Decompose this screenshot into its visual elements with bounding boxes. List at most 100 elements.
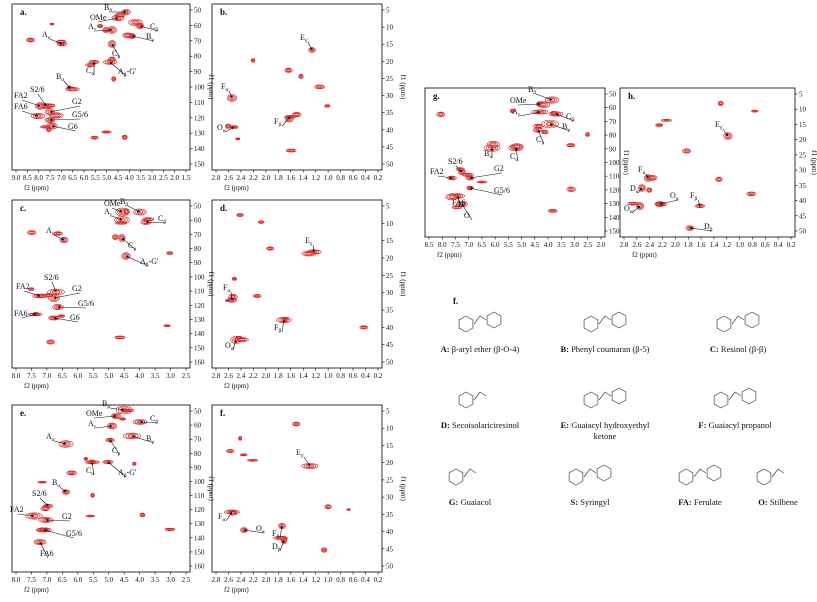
peak-label-sub: α [676, 196, 679, 202]
y-axis-label: f1 (ppm) [399, 272, 407, 297]
peak-label: Fβ [274, 323, 281, 334]
y-tick-label: 70 [194, 436, 202, 444]
peak-label: Fβ [690, 191, 697, 202]
contour [235, 336, 243, 340]
contour [29, 288, 33, 291]
x-tick-label: 3.0 [570, 241, 579, 249]
panel-label: f. [220, 408, 225, 418]
peak-label: Oα' [225, 341, 235, 352]
contour [299, 75, 303, 78]
structure-ring [741, 387, 757, 405]
y-tick-label: 20 [386, 58, 394, 66]
y-tick-label: 5 [386, 408, 390, 416]
peak-label-sub: γ [309, 241, 313, 247]
x-tick-label: 5.0 [104, 576, 113, 584]
contour [46, 339, 55, 345]
x-tick-label: 1.8 [274, 576, 283, 584]
structure-caption: C: Resinol (β-β) [710, 344, 767, 354]
peak-label: Aβ-G' [140, 257, 159, 268]
panel-label: e. [20, 408, 26, 418]
arrow [17, 513, 35, 518]
y-tick-label: 120 [194, 506, 205, 514]
structure-caption: D: Secoisolariciresinol [441, 420, 520, 430]
arrow [63, 80, 71, 89]
contour [646, 187, 653, 193]
structure-name: β-aryl ether (β-O-4) [452, 344, 520, 354]
contour [27, 513, 41, 519]
contour [226, 124, 230, 128]
peak-label: Cα [86, 466, 94, 477]
contour [451, 205, 463, 210]
x-tick-label: 4.5 [114, 174, 123, 182]
contour [541, 119, 559, 129]
x-axis-label: f2 (ppm) [224, 382, 249, 390]
y-tick-label: 20 [386, 255, 394, 263]
peak-label: Eγ [305, 236, 313, 247]
x-tick-label: 7.0 [464, 241, 473, 249]
contour [88, 515, 93, 517]
y-tick-label: 60 [194, 217, 202, 225]
y-axis-label: f1 (ppm) [810, 150, 817, 175]
peak-label-main: G5/6 [72, 110, 88, 119]
arrow [232, 339, 237, 351]
x-tick-label: 6.0 [73, 372, 82, 380]
structure-key: O: [758, 497, 768, 507]
contour [568, 187, 574, 191]
y-axis-label: f1 (ppm) [207, 272, 215, 297]
peak-label: Oα' [217, 123, 227, 134]
plot-frame [211, 3, 383, 171]
arrow [53, 316, 79, 323]
contour [47, 128, 51, 131]
contour [139, 512, 146, 518]
y-tick-label: 60 [194, 22, 202, 30]
contour [113, 235, 118, 239]
y-tick-label: 70 [194, 231, 202, 239]
peak-label: Dβ [704, 222, 713, 233]
y-tick-label: 40 [799, 197, 807, 205]
peak-label-sub: α' [223, 128, 227, 134]
peak-label: FA2 [14, 91, 28, 100]
contour [38, 517, 54, 523]
contour [253, 294, 261, 298]
x-tick-label: 2.0 [597, 241, 606, 249]
peak-label: Bγ [562, 122, 570, 133]
contour [116, 221, 126, 225]
contour [120, 418, 125, 420]
x-tick-label: 0.6 [349, 372, 358, 380]
contour [249, 459, 256, 462]
arrow [139, 420, 159, 424]
peak-label-sub: γ [150, 37, 154, 43]
peak-label-sub: γ [132, 246, 136, 252]
contour [238, 338, 246, 341]
contour [239, 437, 242, 440]
contour [240, 527, 248, 533]
contour [132, 461, 137, 466]
peak-label-sub: α [222, 517, 225, 523]
contour [646, 188, 652, 193]
x-tick-label: 0.8 [336, 576, 345, 584]
contour [267, 246, 274, 251]
contour [58, 314, 65, 318]
y-tick-label: 120 [609, 186, 620, 194]
contour [47, 340, 54, 344]
x-tick-label: 1.6 [697, 241, 706, 249]
contour [91, 136, 98, 140]
y-tick-label: 25 [386, 75, 394, 83]
y-tick-label: 80 [194, 53, 202, 61]
contour [55, 232, 61, 235]
arrow [279, 525, 284, 539]
peak-label: Fα [638, 165, 645, 176]
peak-label-main: C [112, 49, 117, 58]
peak-label: Fα [218, 512, 225, 523]
arrow [230, 291, 234, 301]
x-tick-label: 7.5 [46, 174, 55, 182]
peak-label: Fα [223, 283, 230, 294]
peak-label-sub: α [91, 471, 94, 477]
x-tick-label: 5.5 [504, 241, 513, 249]
x-tick-label: 1.4 [299, 576, 308, 584]
peak-label-main: G6 [68, 122, 78, 131]
y-tick-label: 80 [194, 245, 202, 253]
contour [83, 457, 88, 461]
contour [541, 129, 549, 135]
